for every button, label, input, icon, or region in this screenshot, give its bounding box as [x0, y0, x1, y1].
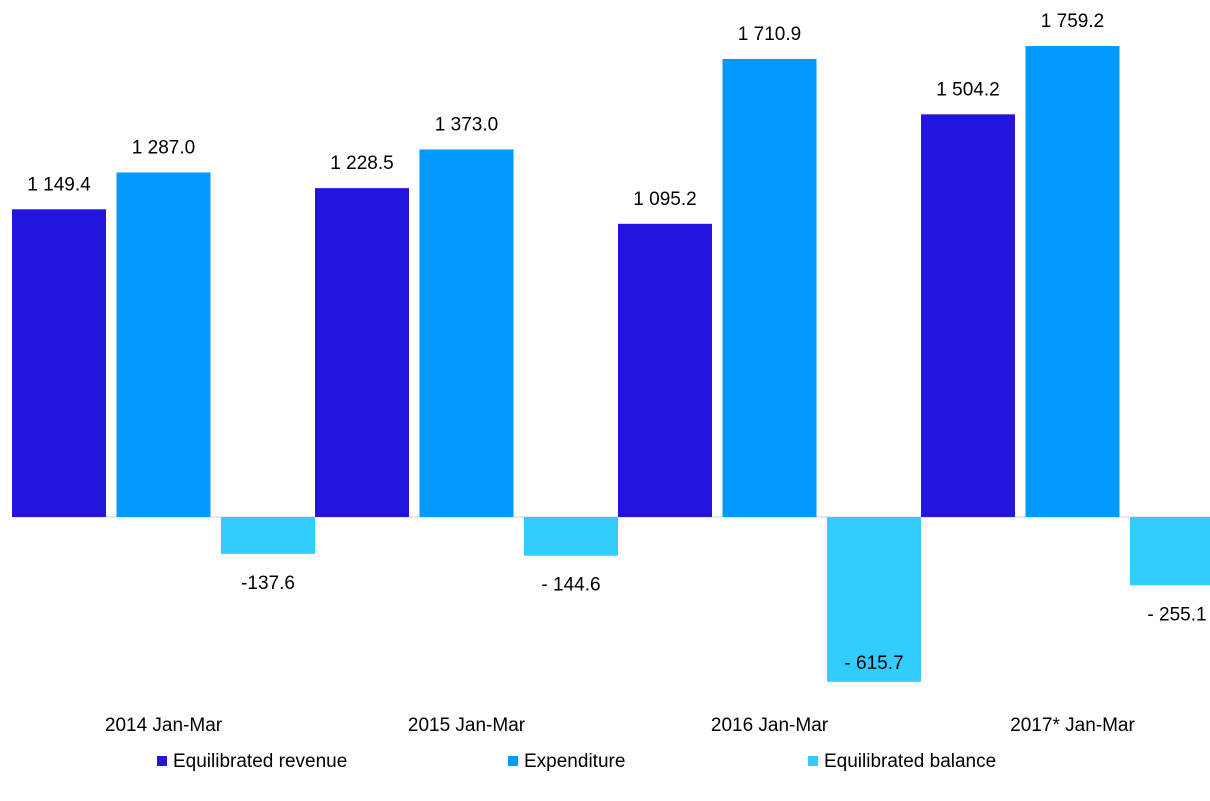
data-label: 1 710.9 [738, 24, 801, 45]
bar [116, 172, 211, 517]
data-label: 1 287.0 [132, 137, 195, 158]
data-label: 1 095.2 [633, 189, 696, 210]
bar [1025, 46, 1120, 517]
data-label: 1 759.2 [1041, 11, 1104, 32]
legend-swatch [808, 756, 818, 766]
bar [524, 517, 618, 556]
bar [315, 188, 409, 517]
data-label: 1 149.4 [27, 174, 91, 195]
x-tick-label: 2016 Jan-Mar [711, 715, 829, 736]
data-label: -137.6 [241, 573, 295, 594]
bar [921, 114, 1015, 518]
x-tick-label: 2014 Jan-Mar [105, 715, 223, 736]
legend-label: Equilibrated balance [824, 751, 996, 772]
data-label: - 255.1 [1147, 604, 1206, 625]
bar [722, 58, 817, 518]
legend-label: Expenditure [524, 751, 625, 772]
data-label: 1 228.5 [330, 153, 393, 174]
bar [827, 517, 921, 682]
bar [618, 223, 712, 518]
legend-label: Equilibrated revenue [173, 751, 347, 772]
legend-swatch [508, 756, 518, 766]
x-tick-label: 2015 Jan-Mar [408, 715, 526, 736]
bar [419, 149, 514, 517]
x-tick-label: 2017* Jan-Mar [1010, 715, 1135, 736]
bar [221, 517, 315, 554]
data-label: 1 373.0 [435, 114, 498, 135]
legend-swatch [157, 756, 167, 766]
bar [12, 209, 106, 518]
data-label: - 144.6 [541, 575, 600, 596]
bar [1130, 517, 1210, 586]
data-label: - 615.7 [844, 653, 903, 674]
data-label: 1 504.2 [936, 79, 999, 100]
